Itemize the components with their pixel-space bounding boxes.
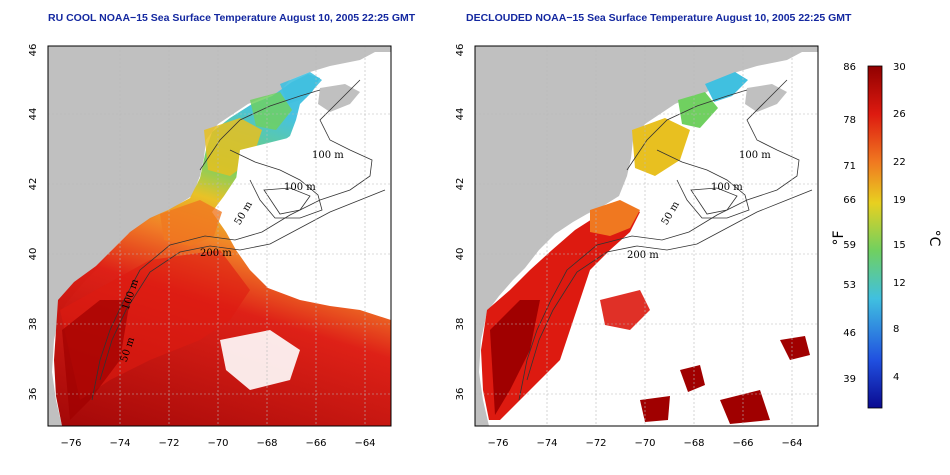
- celsius-tick: 4: [893, 372, 899, 383]
- lat-tick-label: 44: [28, 108, 39, 121]
- fahrenheit-tick: 66: [843, 195, 856, 206]
- celsius-tick: 8: [893, 324, 899, 335]
- fahrenheit-tick: 39: [843, 374, 856, 385]
- lat-tick-label: 36: [455, 388, 466, 401]
- right-map-title: DECLOUDED NOAA−15 Sea Surface Temperatur…: [466, 12, 852, 24]
- celsius-tick: 22: [893, 157, 906, 168]
- lon-tick-label: −70: [207, 438, 228, 449]
- lon-axis-right: −76 −74 −72 −70 −68 −66 −64: [487, 438, 802, 449]
- lat-tick-label: 42: [28, 178, 39, 191]
- right-map-frame: [474, 45, 819, 427]
- left-map-title: RU COOL NOAA−15 Sea Surface Temperature …: [48, 12, 416, 24]
- fahrenheit-tick: 86: [843, 62, 856, 73]
- lon-tick-label: −64: [354, 438, 375, 449]
- lon-tick-label: −66: [305, 438, 326, 449]
- grid-left: [48, 46, 391, 426]
- lat-tick-label: 36: [28, 388, 39, 401]
- lat-tick-label: 40: [28, 248, 39, 261]
- bathymetry-contours-right: [518, 79, 813, 401]
- lon-tick-label: −70: [634, 438, 655, 449]
- lon-tick-label: −66: [732, 438, 753, 449]
- fahrenheit-scale: 86 78 71 66 59 53 46 39: [843, 62, 856, 385]
- contour-label: 100 m: [284, 182, 316, 193]
- lon-tick-label: −76: [487, 438, 508, 449]
- celsius-tick: 15: [893, 240, 906, 251]
- land-mass-left: [48, 46, 391, 426]
- fahrenheit-tick: 78: [843, 115, 856, 126]
- celsius-tick: 19: [893, 195, 906, 206]
- lat-tick-label: 38: [455, 318, 466, 331]
- celsius-tick: 30: [893, 62, 906, 73]
- lat-tick-label: 44: [455, 108, 466, 121]
- lon-axis-left: −76 −74 −72 −70 −68 −66 −64: [60, 438, 375, 449]
- lon-tick-label: −74: [109, 438, 130, 449]
- colorbar-gradient: [867, 65, 883, 409]
- lat-axis-left: 36 38 40 42 44 46: [28, 44, 39, 401]
- lat-axis-right: 36 38 40 42 44 46: [455, 44, 466, 401]
- bathymetry-contours-left: [91, 79, 386, 401]
- fahrenheit-tick: 46: [843, 328, 856, 339]
- lon-tick-label: −74: [536, 438, 557, 449]
- celsius-scale: 30 26 22 19 15 12 8 4: [893, 62, 906, 383]
- lon-tick-label: −72: [158, 438, 179, 449]
- lat-tick-label: 46: [28, 44, 39, 57]
- lat-tick-label: 38: [28, 318, 39, 331]
- lat-tick-label: 46: [455, 44, 466, 57]
- temperature-colorbar: 86 78 71 66 59 53 46 39 30 26 22 19 15 1…: [831, 62, 942, 409]
- celsius-unit-label: °C: [926, 230, 942, 247]
- fahrenheit-unit-label: °F: [831, 230, 847, 245]
- celsius-tick: 26: [893, 109, 906, 120]
- lon-tick-label: −72: [585, 438, 606, 449]
- fahrenheit-tick: 53: [843, 280, 856, 291]
- contour-label: 200 m: [627, 250, 659, 261]
- lat-tick-label: 42: [455, 178, 466, 191]
- left-map-frame: [47, 45, 392, 427]
- lon-tick-label: −64: [781, 438, 802, 449]
- fahrenheit-tick: 71: [843, 161, 856, 172]
- land-mass-right: [475, 46, 818, 426]
- lon-tick-label: −68: [256, 438, 277, 449]
- contour-label: 100 m: [312, 150, 344, 161]
- contour-label: 200 m: [200, 248, 232, 259]
- fahrenheit-tick: 59: [843, 240, 856, 251]
- contour-label: 100 m: [711, 182, 743, 193]
- contour-label: 100 m: [739, 150, 771, 161]
- lon-tick-label: −68: [683, 438, 704, 449]
- left-map-panel: 100 m 100 m 50 m 200 m 100 m 50 m −76 −7…: [28, 44, 392, 449]
- lat-tick-label: 40: [455, 248, 466, 261]
- right-map-panel: 100 m 100 m 50 m 200 m −76 −74 −72 −70 −…: [455, 44, 819, 449]
- lon-tick-label: −76: [60, 438, 81, 449]
- grid-right: [475, 46, 818, 426]
- celsius-tick: 12: [893, 278, 906, 289]
